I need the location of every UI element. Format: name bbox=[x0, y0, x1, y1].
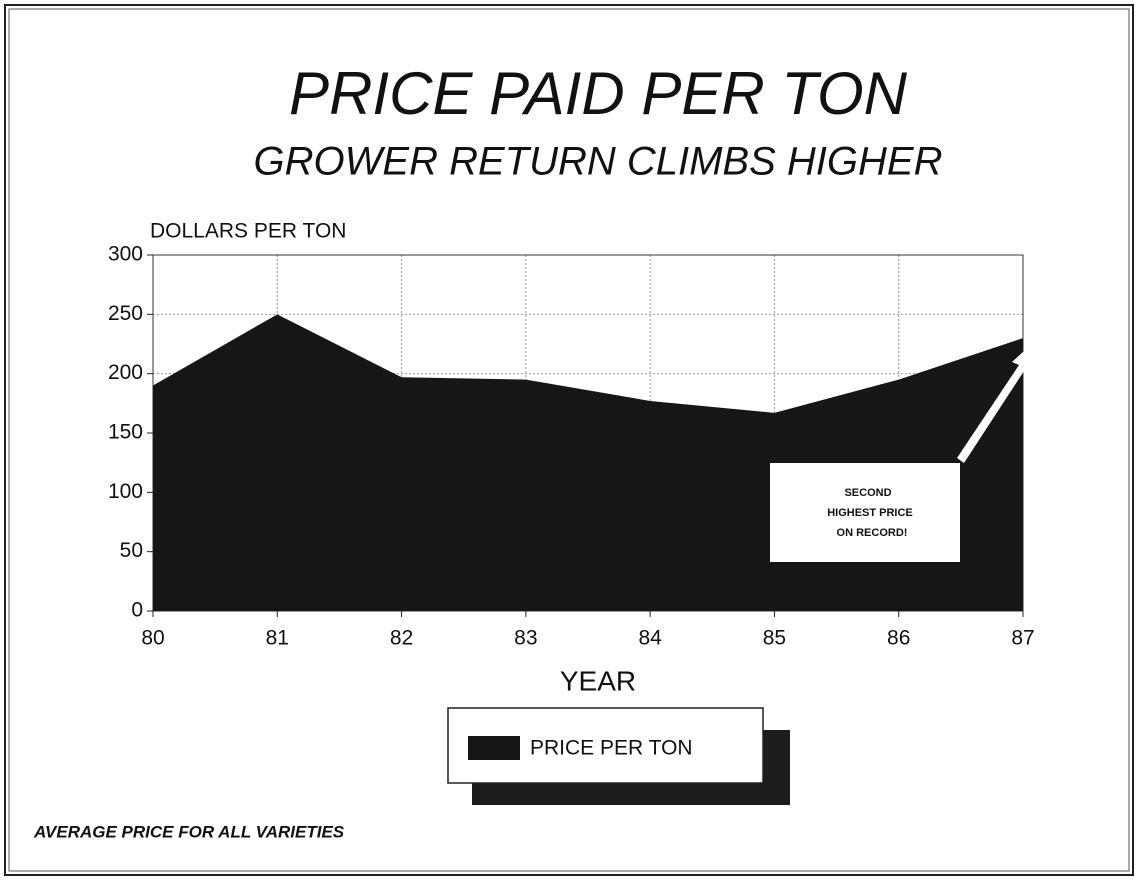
x-tick-label: 81 bbox=[266, 627, 289, 650]
footnote: AVERAGE PRICE FOR ALL VARIETIES bbox=[33, 822, 345, 841]
y-tick-label: 150 bbox=[108, 421, 143, 444]
x-tick-label: 83 bbox=[514, 627, 537, 650]
y-tick-label: 50 bbox=[120, 539, 143, 562]
chart-title: PRICE PAID PER TON bbox=[289, 60, 908, 127]
x-axis-label: YEAR bbox=[560, 665, 636, 696]
annotation-line: ON RECORD! bbox=[837, 527, 908, 539]
legend: PRICE PER TON bbox=[447, 707, 790, 805]
arrow bbox=[957, 340, 1036, 463]
y-tick-label: 250 bbox=[108, 302, 143, 325]
area bbox=[153, 314, 1023, 611]
annotation-line: SECOND bbox=[844, 487, 891, 499]
x-tick-label: 82 bbox=[390, 627, 413, 650]
x-tick-label: 87 bbox=[1011, 627, 1034, 650]
legend-swatch bbox=[468, 736, 520, 760]
frame bbox=[4, 4, 1134, 876]
y-tick-label: 100 bbox=[108, 480, 143, 503]
y-axis-label: DOLLARS PER TON bbox=[150, 220, 346, 243]
overlay: SECOND HIGHEST PRICE ON RECORD! bbox=[770, 340, 1036, 562]
y-tick-label: 300 bbox=[108, 243, 143, 266]
plot-area: 0 50 100 150 200 250 300 80 81 82 83 84 85 86 87 bbox=[108, 243, 1035, 650]
frame-inner bbox=[8, 8, 1130, 872]
legend-box bbox=[447, 707, 764, 784]
y-tick-label: 200 bbox=[108, 361, 143, 384]
chart-subtitle: GROWER RETURN CLIMBS HIGHER bbox=[254, 140, 943, 184]
legend-label: PRICE PER TON bbox=[530, 737, 693, 760]
x-tick-label: 85 bbox=[763, 627, 786, 650]
y-tick-label: 0 bbox=[131, 599, 143, 622]
x-tick-label: 84 bbox=[638, 627, 662, 650]
annotation-line: HIGHEST PRICE bbox=[827, 507, 913, 519]
x-tick-label: 86 bbox=[887, 627, 910, 650]
x-tick-label: 80 bbox=[141, 627, 164, 650]
annotation-box bbox=[770, 463, 960, 562]
